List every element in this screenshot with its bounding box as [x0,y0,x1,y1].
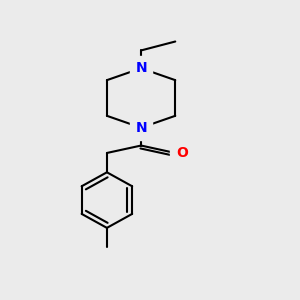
Text: N: N [135,121,147,135]
Text: N: N [135,61,147,75]
Text: O: O [176,146,188,160]
